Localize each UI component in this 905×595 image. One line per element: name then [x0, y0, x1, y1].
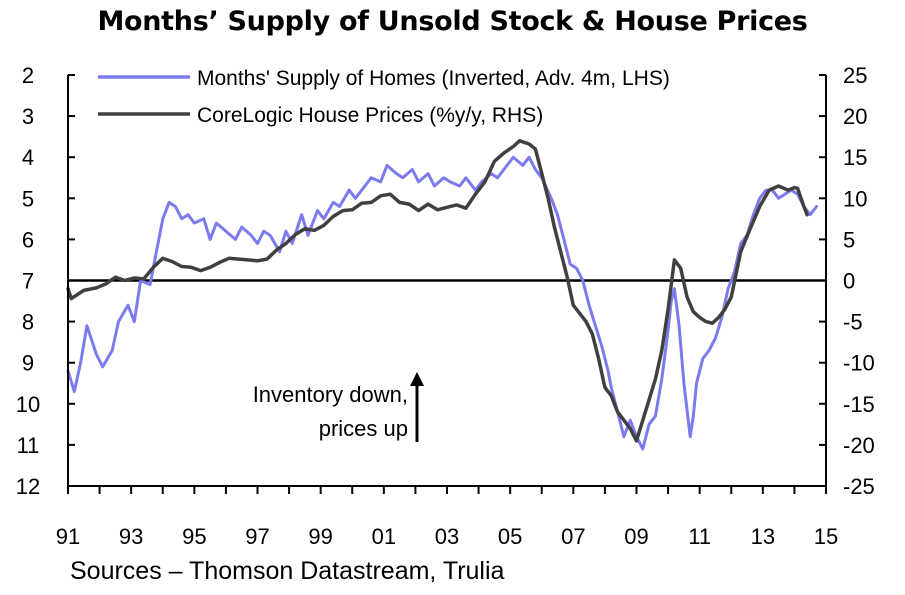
chart-legend: Months' Supply of Homes (Inverted, Adv. …: [98, 67, 670, 127]
series-layer: [66, 139, 818, 451]
right-tick-label: -25: [843, 474, 875, 499]
x-tick-label: 07: [561, 524, 585, 549]
left-tick-label: 10: [16, 392, 40, 417]
series-house-prices: [66, 139, 809, 443]
right-tick-label: 0: [843, 269, 855, 294]
annotation-line-2: prices up: [319, 416, 408, 441]
left-tick-label: 4: [22, 145, 34, 170]
x-tick-label: 03: [435, 524, 459, 549]
x-tick-label: 09: [624, 524, 648, 549]
x-tick-label: 95: [182, 524, 206, 549]
x-tick-label: 01: [372, 524, 396, 549]
legend-label-house-prices: CoreLogic House Prices (%y/y, RHS): [197, 104, 543, 127]
x-tick-label: 15: [814, 524, 838, 549]
right-tick-label: -20: [843, 433, 875, 458]
right-tick-label: 5: [843, 227, 855, 252]
right-tick-label: 15: [843, 145, 867, 170]
right-tick-label: 10: [843, 186, 867, 211]
x-tick-label: 97: [245, 524, 269, 549]
left-tick-label: 2: [22, 63, 34, 88]
x-tick-label: 05: [498, 524, 522, 549]
right-tick-label: -10: [843, 351, 875, 376]
x-tick-label: 91: [56, 524, 80, 549]
legend-label-months-supply: Months' Supply of Homes (Inverted, Adv. …: [197, 67, 670, 90]
right-tick-label: -5: [843, 310, 863, 335]
right-tick-label: 25: [843, 63, 867, 88]
x-tick-label: 99: [308, 524, 332, 549]
left-tick-label: 12: [16, 474, 40, 499]
x-tick-label: 93: [119, 524, 143, 549]
x-tick-label: 11: [688, 524, 711, 549]
left-tick-label: 6: [22, 227, 34, 252]
right-tick-label: -15: [843, 392, 875, 417]
up-arrow-head-icon: [410, 372, 424, 386]
chart-source: Sources – Thomson Datastream, Trulia: [70, 557, 505, 585]
annotation-line-1: Inventory down,: [253, 382, 408, 407]
right-tick-label: 20: [843, 104, 867, 129]
ticks-layer: 2 3 4 5 6 7 8 9 10 11 12 25 20 15 10 5 0 -5 -10 -15 -20 -25 91…: [16, 63, 875, 549]
series-months-supply: [66, 155, 818, 451]
left-tick-label: 7: [22, 269, 34, 294]
left-tick-label: 11: [17, 433, 40, 458]
left-tick-label: 9: [22, 351, 34, 376]
left-tick-label: 5: [22, 186, 34, 211]
annotation: Inventory down, prices up: [253, 372, 424, 442]
left-tick-label: 8: [22, 310, 34, 335]
left-tick-label: 3: [22, 104, 34, 129]
x-tick-label: 13: [751, 524, 775, 549]
chart-title: Months’ Supply of Unsold Stock & House P…: [97, 6, 808, 37]
